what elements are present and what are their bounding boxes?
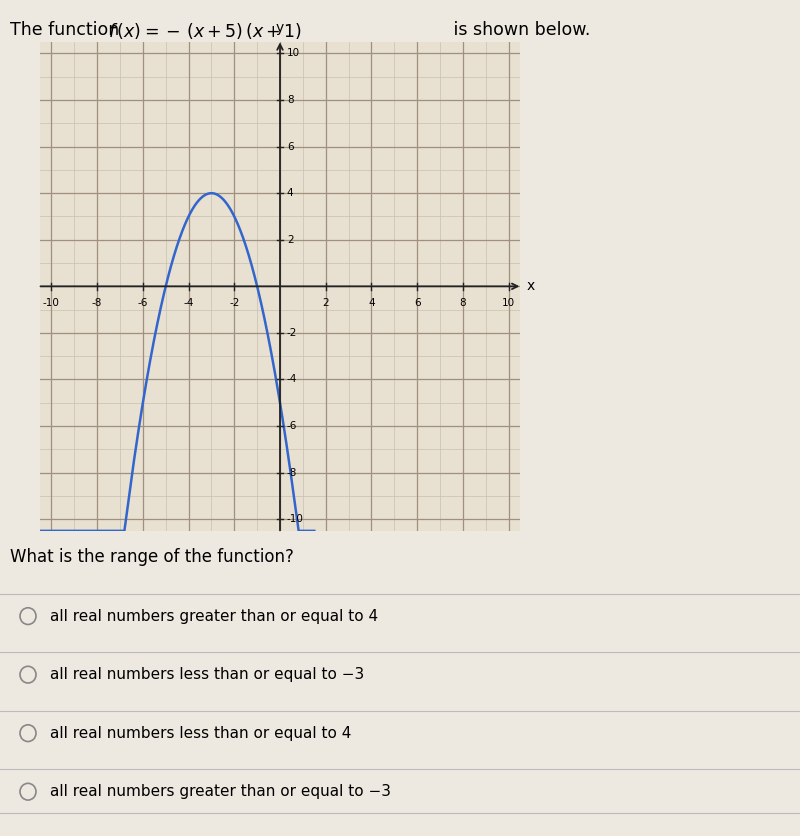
Text: 2: 2 — [322, 298, 329, 308]
Text: What is the range of the function?: What is the range of the function? — [10, 548, 294, 566]
Text: x: x — [527, 279, 535, 293]
Text: 8: 8 — [287, 95, 294, 105]
Text: -10: -10 — [43, 298, 60, 308]
Text: -6: -6 — [287, 421, 298, 431]
Text: y: y — [276, 21, 284, 35]
Text: 4: 4 — [287, 188, 294, 198]
Text: $f\,(x) = -\,(x+5)\,(x+1)$: $f\,(x) = -\,(x+5)\,(x+1)$ — [108, 21, 302, 41]
Text: is shown below.: is shown below. — [448, 21, 590, 39]
Text: -2: -2 — [287, 328, 298, 338]
Text: -8: -8 — [92, 298, 102, 308]
Text: 8: 8 — [459, 298, 466, 308]
Text: 10: 10 — [287, 48, 300, 59]
Text: 10: 10 — [502, 298, 515, 308]
Text: all real numbers less than or equal to 4: all real numbers less than or equal to 4 — [50, 726, 351, 741]
Text: all real numbers greater than or equal to −3: all real numbers greater than or equal t… — [50, 784, 390, 799]
Text: 6: 6 — [287, 141, 294, 151]
Text: -10: -10 — [287, 514, 304, 524]
Text: 6: 6 — [414, 298, 421, 308]
Text: -2: -2 — [229, 298, 239, 308]
Text: -4: -4 — [287, 375, 298, 385]
Text: -4: -4 — [183, 298, 194, 308]
Text: 4: 4 — [368, 298, 374, 308]
Text: -8: -8 — [287, 467, 298, 477]
Text: The function: The function — [10, 21, 124, 39]
Text: -6: -6 — [138, 298, 148, 308]
Text: all real numbers greater than or equal to 4: all real numbers greater than or equal t… — [50, 609, 378, 624]
Text: 2: 2 — [287, 235, 294, 245]
Text: all real numbers less than or equal to −3: all real numbers less than or equal to −… — [50, 667, 364, 682]
